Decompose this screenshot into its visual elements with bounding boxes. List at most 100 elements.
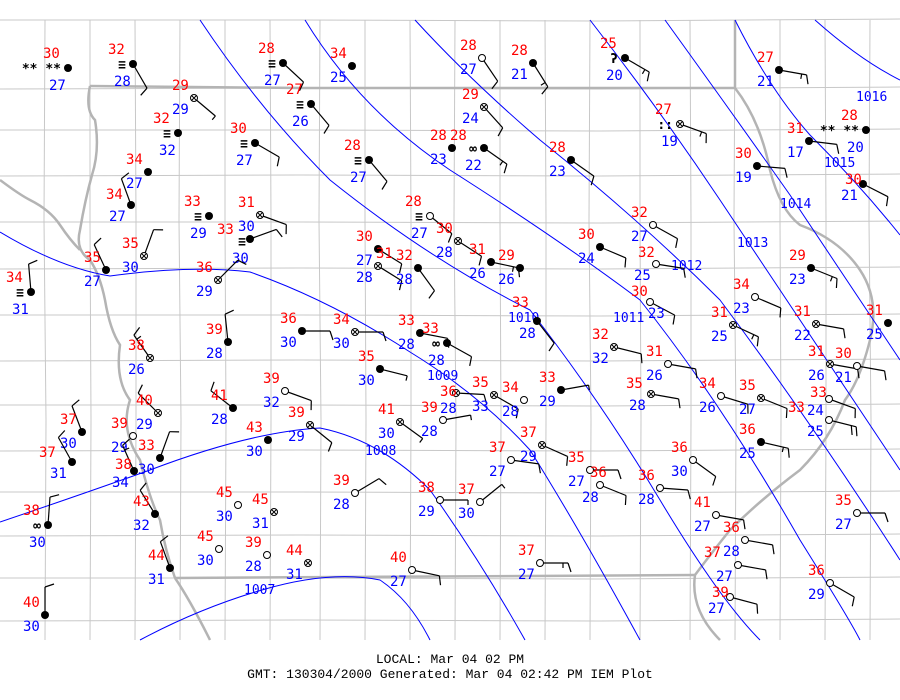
- station-plot[interactable]: 29 29: [172, 78, 216, 121]
- station-plot[interactable]: 31 17: [787, 121, 840, 161]
- station-plot[interactable]: 35 33: [472, 375, 519, 419]
- station-plot[interactable]: 36 30: [671, 440, 717, 486]
- station-plot[interactable]: 38 29: [418, 480, 469, 520]
- station-plot[interactable]: 40 29: [136, 384, 162, 433]
- station-plot[interactable]: 30 19: [735, 146, 788, 186]
- station-plot[interactable]: 33 28: [512, 295, 555, 352]
- station-plot[interactable]: ≡28 27: [405, 194, 453, 243]
- station-plot[interactable]: 36 25: [739, 422, 790, 462]
- station-plot[interactable]: 35 30: [358, 349, 408, 389]
- station-plot[interactable]: 45 31: [252, 492, 278, 532]
- station-plot[interactable]: 41 28: [210, 381, 237, 428]
- station-plot[interactable]: 34 25: [330, 46, 356, 86]
- station-plot[interactable]: 33 30: [138, 431, 180, 478]
- station-plot[interactable]: ≡32 32: [153, 111, 182, 159]
- station-plot[interactable]: 45 30: [197, 529, 223, 569]
- station-plot[interactable]: 40 27: [390, 550, 442, 590]
- station-plot[interactable]: 37 27: [704, 545, 768, 585]
- station-plot[interactable]: 41 27: [694, 495, 746, 535]
- station-plot[interactable]: ʔ25 20: [600, 36, 650, 84]
- station-plot[interactable]: 37 29: [520, 425, 569, 466]
- station-plot[interactable]: 32 32: [592, 327, 643, 367]
- station-plot[interactable]: 34 26: [699, 376, 749, 416]
- station-plot[interactable]: ≡27 26: [286, 82, 330, 134]
- station-plot[interactable]: 29 24: [462, 87, 504, 137]
- station-plot[interactable]: 30 27: [356, 229, 403, 274]
- station-plot[interactable]: 28 23: [430, 128, 456, 168]
- station-plot[interactable]: 44 31: [148, 535, 174, 588]
- station-plot[interactable]: 30 24: [578, 227, 627, 268]
- station-plot[interactable]: 40 30: [23, 583, 55, 635]
- station-plot[interactable]: 28 21: [511, 43, 549, 95]
- station-plot[interactable]: 35 30: [122, 229, 164, 276]
- station-plot[interactable]: 34 28: [502, 380, 528, 420]
- station-plot[interactable]: ** **28 20: [820, 108, 870, 156]
- station-plot[interactable]: 33 28: [398, 313, 450, 353]
- station-plot[interactable]: ≡28 27: [344, 138, 388, 190]
- station-plot[interactable]: 29 26: [498, 248, 524, 288]
- station-plot[interactable]: 35 27: [835, 493, 889, 533]
- station-plot[interactable]: 36 29: [196, 259, 247, 300]
- station-plot[interactable]: 45 30: [216, 485, 242, 525]
- station-plot[interactable]: 30 28: [436, 221, 483, 266]
- station-plot[interactable]: 28 27: [460, 38, 499, 90]
- station-plot[interactable]: ∞28 22: [450, 128, 508, 174]
- station-plot[interactable]: 31 30: [238, 195, 287, 235]
- station-plot[interactable]: 34 23: [733, 277, 782, 318]
- station-plot[interactable]: ** **30 27: [22, 46, 72, 94]
- station-plot[interactable]: 31 25: [711, 305, 759, 347]
- station-plot[interactable]: 35 27: [84, 237, 110, 290]
- station-plot[interactable]: ≡33 29: [184, 194, 213, 242]
- station-plot[interactable]: ≡34 31: [6, 259, 38, 318]
- station-plot[interactable]: 43 32: [133, 482, 159, 534]
- station-plot[interactable]: 39 32: [263, 371, 312, 411]
- station-plot[interactable]: 31 26: [808, 344, 860, 384]
- station-plot[interactable]: ∞33 28: [422, 321, 473, 369]
- station-plot[interactable]: 31 26: [469, 242, 521, 282]
- station-plot[interactable]: 31 22: [794, 304, 846, 344]
- station-plot[interactable]: 35 27: [739, 378, 788, 419]
- station-plot[interactable]: 29 23: [789, 248, 838, 289]
- station-plot[interactable]: 44 31: [286, 543, 312, 583]
- station-plot[interactable]: 43 30: [246, 420, 272, 460]
- station-plot[interactable]: ∞38 30: [23, 494, 60, 551]
- station-plot[interactable]: ≡32 28: [108, 42, 148, 96]
- station-plot[interactable]: 37 27: [489, 440, 541, 480]
- station-plot[interactable]: 32 27: [631, 205, 679, 249]
- station-plot[interactable]: 34 30: [333, 312, 387, 352]
- station-plot[interactable]: 31 25: [866, 303, 892, 343]
- station-plot[interactable]: ≡30 27: [230, 121, 280, 169]
- station-plot[interactable]: 33 29: [539, 370, 590, 410]
- station-plot[interactable]: 38 26: [128, 327, 154, 378]
- station-plot[interactable]: 32 28: [396, 248, 435, 299]
- station-plot[interactable]: 35 27: [568, 450, 622, 490]
- station-plot[interactable]: 41 30: [378, 402, 424, 443]
- station-plot[interactable]: ≡28 27: [258, 41, 305, 91]
